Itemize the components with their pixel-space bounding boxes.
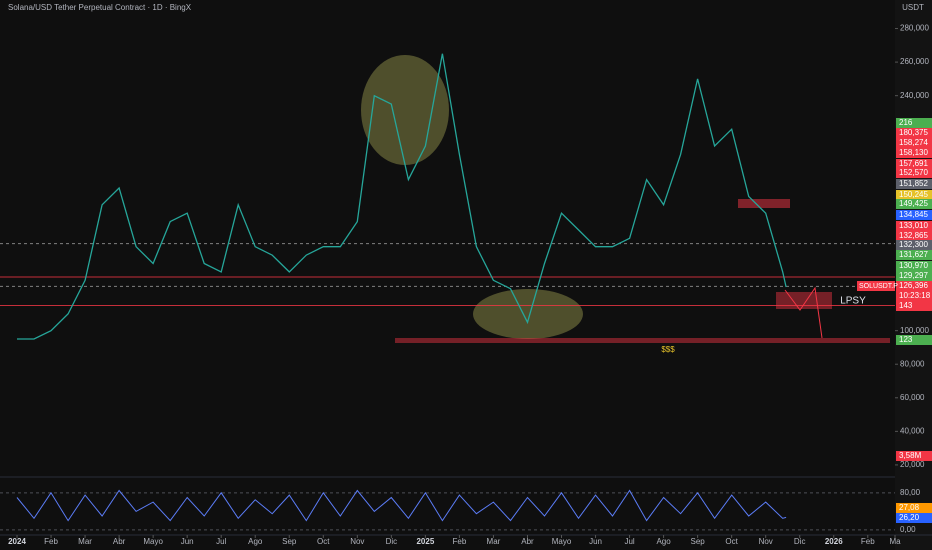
lpsy-label: LPSY [840,296,866,307]
osc-tick-label: 0,00 [900,525,916,534]
y-tick-label: 40,000 [900,426,925,435]
price-label-box [896,168,932,178]
x-tick-label: Feb [861,537,875,546]
price-label-box [896,190,932,200]
price-label-box [896,503,932,513]
x-tick-label: Ago [248,537,263,546]
x-tick-label: Oct [317,537,330,546]
x-tick-label: Jun [181,537,194,546]
price-label-box [896,159,932,169]
y-tick-label: 240,000 [900,91,929,100]
x-tick-label: Jul [216,537,226,546]
price-label: 123 [899,335,913,344]
price-label: 129,297 [899,271,928,280]
x-tick-label: Ago [656,537,671,546]
price-label-box [896,261,932,271]
osc-tick-label: 80,00 [900,488,921,497]
x-tick-label: 2025 [416,537,434,546]
price-label-box [896,148,932,158]
symbol-label: SOLUSDT.P [859,283,898,290]
x-tick-label: Abr [113,537,126,546]
price-label-box [896,513,932,523]
y-tick-label: 60,000 [900,393,925,402]
x-tick-label: Abr [521,537,534,546]
x-tick-label: Jul [624,537,634,546]
price-line [17,53,787,340]
price-label-box [896,301,932,311]
price-label-box [896,221,932,231]
price-label-box [896,138,932,148]
x-tick-label: Sep [691,537,706,546]
lpsy-box [776,292,832,309]
price-label-box [896,271,932,281]
x-tick-label: Mayo [143,537,163,546]
y-tick-label: 280,000 [900,24,929,33]
price-label-box [896,128,932,138]
x-tick-label: Ma [889,537,901,546]
price-label-box [896,231,932,241]
liquidity-zone [395,338,890,343]
price-label: 131,627 [899,250,928,259]
supply-zone [738,199,790,208]
price-label-box [896,199,932,209]
price-label: 26,20 [899,513,920,522]
price-label: 126,396 [899,281,928,290]
x-tick-label: Jun [589,537,602,546]
price-label: 132,865 [899,231,928,240]
chart-title: Solana/USD Tether Perpetual Contract · 1… [8,3,192,12]
price-label: 152,570 [899,168,928,177]
projection-path [784,286,823,339]
price-label-box [896,210,932,220]
price-label: 143 [899,301,913,310]
price-label: 132,300 [899,240,928,249]
price-label: 216 [899,118,913,127]
y-tick-label: 20,000 [900,460,925,469]
price-label-box [896,451,932,461]
price-label: 157,691 [899,159,928,168]
x-tick-label: Mayo [552,537,572,546]
currency-label[interactable]: USDT [902,3,924,12]
oscillator-line [16,489,787,522]
x-tick-label: Nov [350,537,364,546]
x-tick-label: Nov [759,537,773,546]
x-tick-label: Dic [794,537,806,546]
price-label-box [896,179,932,189]
price-label: 158,130 [899,148,928,157]
y-tick-label: 260,000 [900,57,929,66]
x-tick-label: Feb [44,537,58,546]
price-label-box [896,335,932,345]
x-tick-label: Oct [725,537,738,546]
price-label-box [896,240,932,250]
price-label-box [896,118,932,128]
price-label: 133,010 [899,221,928,230]
price-label-box [896,281,932,291]
x-tick-label: Mar [78,537,92,546]
price-label: 180,375 [899,128,928,137]
x-tick-label: Mar [487,537,501,546]
price-label: 150,245 [899,190,928,199]
y-tick-label: 80,000 [900,359,925,368]
x-tick-label: 2026 [825,537,843,546]
price-label: 3,58M [899,451,922,460]
highlight-ellipse [473,289,583,339]
x-tick-label: Dic [386,537,398,546]
price-label-box [896,291,932,301]
symbol-label-box [857,281,895,291]
y-tick-label: 100,000 [900,326,929,335]
x-tick-label: Feb [453,537,467,546]
x-tick-label: 2024 [8,537,26,546]
price-label: 130,970 [899,261,928,270]
x-tick-label: Sep [282,537,297,546]
price-label: 134,845 [899,210,928,219]
highlight-ellipse [361,55,449,165]
price-label: 151,852 [899,179,928,188]
price-label: 158,274 [899,138,928,147]
liquidity-label: $$$ [661,345,675,354]
price-label: 149,425 [899,199,928,208]
price-label: 10:23:18 [899,291,931,300]
price-label-box [896,250,932,260]
price-label: 27,08 [899,503,920,512]
